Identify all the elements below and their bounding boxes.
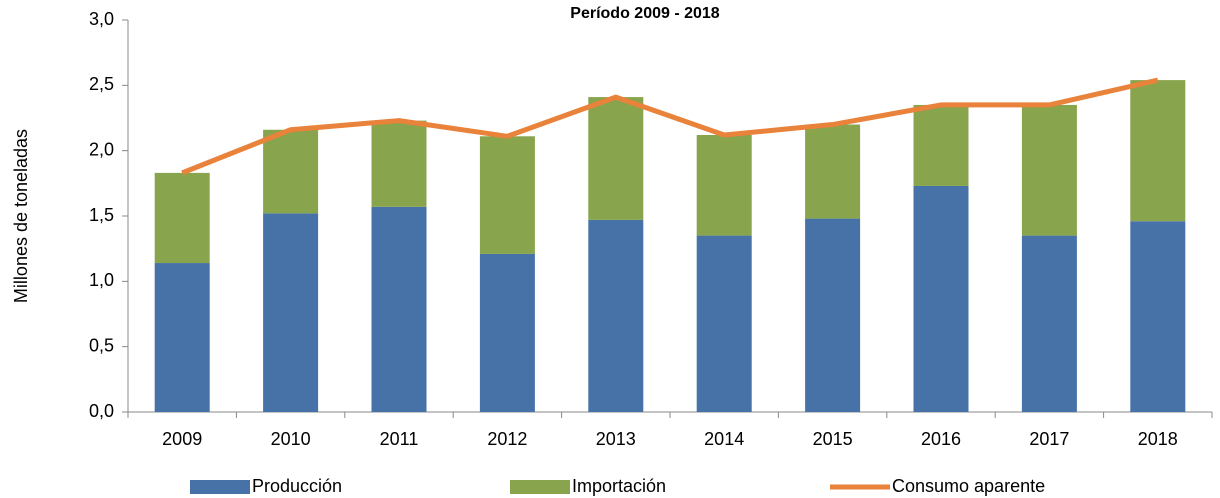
bar (696, 235, 752, 412)
x-tick-label: 2016 (921, 429, 961, 449)
bar (479, 136, 535, 254)
bar (371, 206, 427, 412)
y-tick-label: 3,0 (89, 9, 114, 29)
bar (805, 218, 861, 412)
x-tick-label: 2009 (162, 429, 202, 449)
x-tick-label: 2011 (380, 429, 419, 449)
bar (371, 120, 427, 207)
bar (1021, 235, 1077, 412)
bar (1130, 80, 1186, 222)
bar (1130, 221, 1186, 412)
legend-label: Producción (252, 476, 342, 496)
line (181, 77, 1159, 176)
bar (805, 124, 861, 219)
bar (154, 263, 210, 412)
legend-swatch (190, 480, 250, 494)
x-tick-label: 2018 (1138, 429, 1178, 449)
x-tick-label: 2013 (596, 429, 636, 449)
y-tick-label: 1,5 (89, 205, 114, 225)
bar (696, 134, 752, 236)
bar (588, 219, 644, 412)
x-tick-label: 2014 (704, 429, 744, 449)
y-tick-label: 2,5 (89, 74, 114, 94)
legend-label: Importación (572, 476, 666, 496)
bar (263, 213, 319, 412)
bar (479, 253, 535, 412)
y-axis-label: Millones de toneladas (11, 129, 31, 303)
x-tick-label: 2017 (1029, 429, 1069, 449)
y-tick-label: 0,5 (89, 335, 114, 355)
bar (913, 185, 969, 412)
y-tick-label: 2,0 (89, 139, 114, 159)
legend-swatch (510, 480, 570, 494)
bar (1021, 104, 1077, 236)
chart-title: Período 2009 - 2018 (570, 5, 720, 22)
bar (588, 97, 644, 220)
legend-label: Consumo aparente (892, 476, 1045, 496)
x-tick-label: 2012 (487, 429, 527, 449)
y-tick-label: 1,0 (89, 270, 114, 290)
bar (263, 129, 319, 214)
y-tick-label: 0,0 (89, 401, 114, 421)
x-tick-label: 2010 (271, 429, 311, 449)
bar (913, 104, 969, 186)
x-tick-label: 2015 (813, 429, 853, 449)
bar (154, 172, 210, 264)
